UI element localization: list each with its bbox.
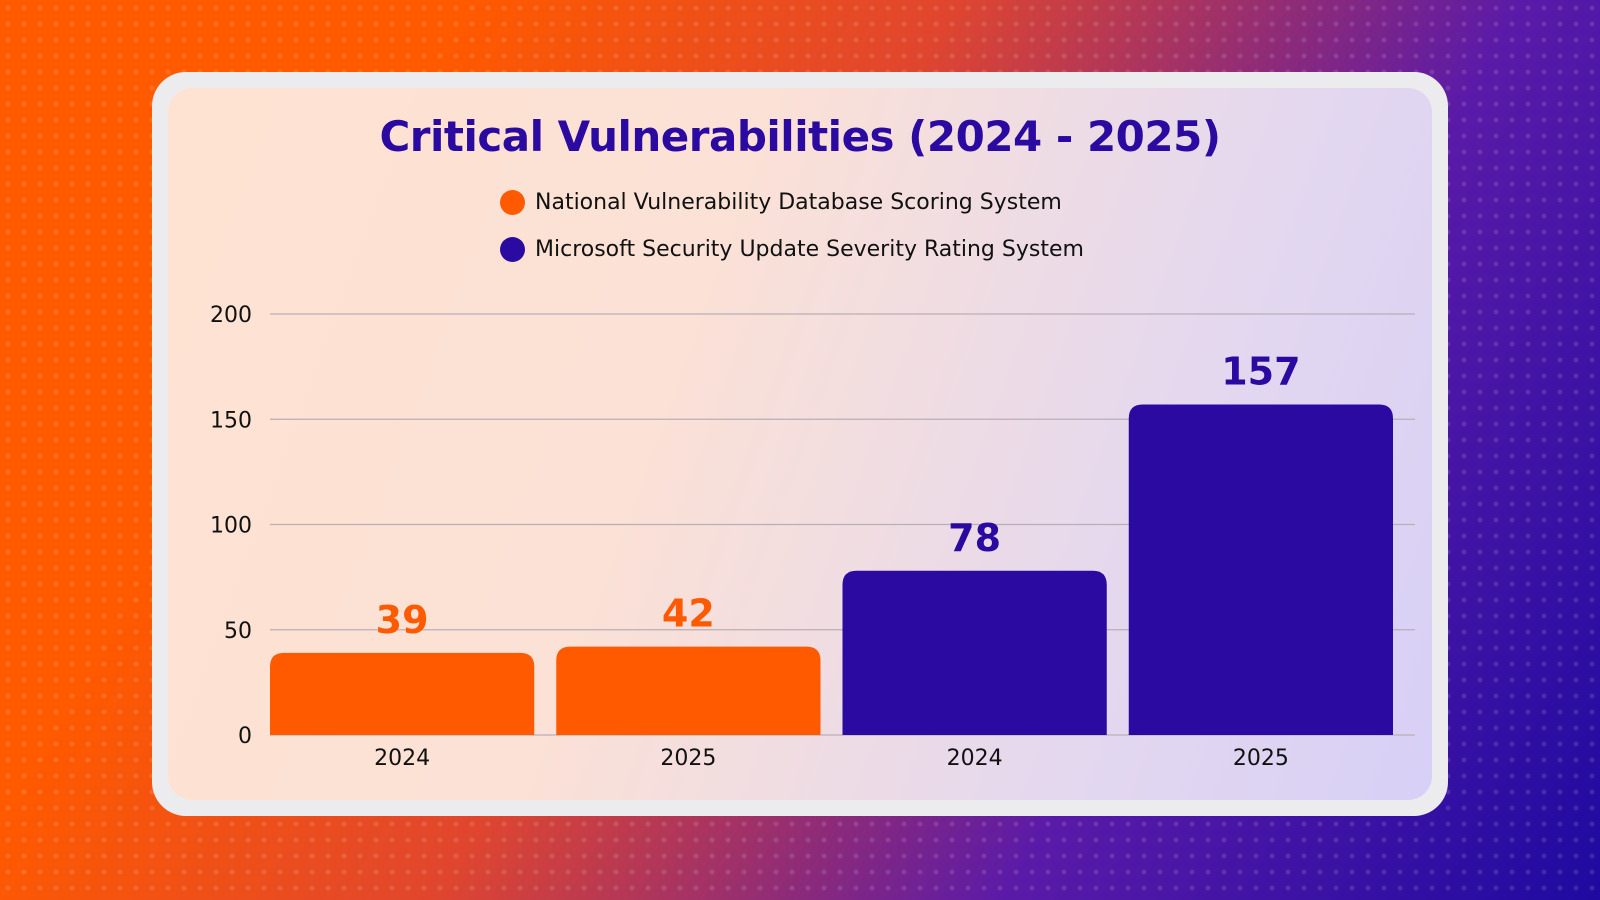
- bar: [270, 652, 535, 735]
- bar-value-label: 42: [662, 592, 715, 636]
- legend-label-microsoft: Microsoft Security Update Severity Ratin…: [535, 236, 1084, 262]
- y-tick-label: 150: [210, 408, 252, 433]
- bar: [556, 646, 821, 735]
- legend-item-microsoft: Microsoft Security Update Severity Ratin…: [500, 234, 1084, 264]
- y-tick-label: 50: [224, 619, 252, 644]
- bar-value-label: 78: [948, 516, 1001, 560]
- y-tick-label: 100: [210, 514, 252, 539]
- x-tick-label: 2024: [374, 746, 430, 771]
- legend-dot-nvd: [500, 189, 525, 215]
- x-tick-label: 2024: [947, 746, 1003, 771]
- chart-title: Critical Vulnerabilities (2024 - 2025): [379, 112, 1221, 161]
- x-tick-label: 2025: [1233, 746, 1289, 771]
- bar-value-label: 157: [1221, 350, 1300, 394]
- legend-dot-microsoft: [500, 236, 525, 262]
- y-tick-label: 200: [210, 303, 252, 328]
- x-tick-label: 2025: [660, 746, 716, 771]
- bar: [842, 570, 1107, 735]
- legend-item-nvd: National Vulnerability Database Scoring …: [500, 187, 1062, 217]
- legend-label-nvd: National Vulnerability Database Scoring …: [535, 189, 1062, 215]
- y-tick-label: 0: [238, 724, 252, 749]
- bar-value-label: 39: [376, 598, 429, 642]
- bar: [1128, 404, 1393, 735]
